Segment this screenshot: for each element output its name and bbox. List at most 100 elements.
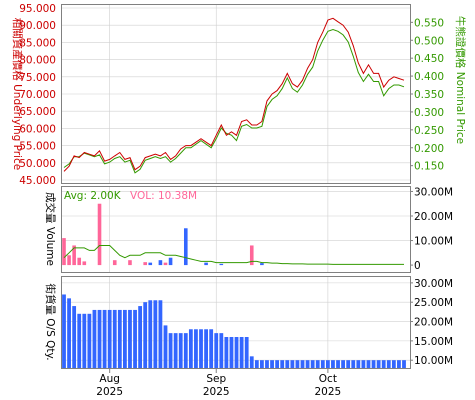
underlying-tick-label: 50.000	[19, 158, 56, 170]
os-qty-bar	[270, 360, 274, 368]
os-qty-bar	[356, 360, 361, 368]
os-qty-bar	[214, 333, 219, 368]
underlying-tick-label: 85.000	[19, 37, 56, 49]
os-qty-bar	[234, 337, 239, 368]
volume-tick-label: 20.00M	[414, 211, 453, 223]
os-qty-bar	[183, 333, 188, 368]
os-qty-bar	[366, 360, 371, 368]
os-qty-bar	[300, 360, 305, 368]
x-year-label: 2025	[96, 386, 123, 398]
os-tick-label: 30.00M	[414, 278, 453, 290]
buy-volume-bar	[82, 261, 87, 266]
os-qty-bar	[402, 360, 406, 368]
os-qty-bar	[386, 360, 391, 368]
sell-volume-bar	[183, 228, 188, 266]
average-volume-line	[63, 245, 404, 265]
nominal-tick-label: 0.350	[414, 89, 444, 101]
os-qty-bar	[290, 360, 295, 368]
underlying-tick-label: 55.000	[19, 141, 56, 153]
volume-avg-legend: Avg: 2.00K	[64, 190, 122, 202]
underlying-tick-label: 80.000	[19, 55, 56, 67]
nominal-price-axis-label: 牛熊證價格 Nominal Price	[454, 16, 467, 144]
os-qty-bar	[92, 309, 97, 368]
buy-volume-bar	[77, 257, 82, 266]
os-qty-bar	[138, 306, 143, 368]
buy-volume-bar	[249, 245, 254, 266]
os-qty-bar	[148, 300, 153, 368]
volume-tick-label: 30.00M	[414, 186, 453, 198]
os-qty-bar	[249, 356, 254, 368]
os-qty-bar	[254, 360, 259, 368]
x-month-label: Aug	[99, 373, 120, 385]
nominal-tick-label: 0.200	[414, 143, 444, 155]
os-qty-bar	[117, 309, 122, 368]
os-qty-bar	[173, 333, 178, 368]
buy-volume-bar	[97, 203, 102, 266]
volume-vol-legend: VOL: 10.38M	[130, 190, 197, 202]
underlying-tick-label: 65.000	[19, 106, 56, 118]
nominal-tick-label: 0.250	[414, 125, 444, 137]
os-qty-bar	[188, 329, 193, 368]
underlying-price-line	[63, 17, 405, 172]
line-series	[63, 17, 405, 265]
underlying-tick-label: 75.000	[19, 72, 56, 84]
os-qty-bar	[97, 309, 102, 368]
nominal-tick-label: 0.300	[414, 107, 444, 119]
os-qty-bar	[72, 306, 77, 368]
buy-volume-bar	[67, 255, 71, 266]
os-tick-label: 25.00M	[414, 297, 453, 309]
x-year-label: 2025	[315, 386, 342, 398]
os-qty-bar	[67, 298, 71, 368]
underlying-tick-label: 90.000	[19, 20, 56, 32]
os-qty-bar	[143, 302, 148, 368]
buy-volume-bar	[62, 238, 66, 266]
os-qty-bar	[285, 360, 290, 368]
volume-axis-label: 成交量 Volume	[44, 192, 57, 266]
underlying-tick-label: 45.000	[19, 175, 56, 187]
underlying-tick-label: 95.000	[19, 3, 56, 15]
os-qty-bar	[199, 329, 203, 368]
sell-volume-bar	[204, 262, 208, 266]
nominal-price-line	[63, 28, 405, 174]
os-qty-bar	[381, 360, 386, 368]
os-qty-bar	[346, 360, 351, 368]
os-qty-bar	[219, 333, 224, 368]
sell-volume-bar	[158, 260, 163, 266]
os-qty-bar	[391, 360, 396, 368]
sell-volume-bar	[260, 263, 264, 266]
buy-volume-bar	[143, 262, 147, 266]
x-year-label: 2025	[203, 386, 230, 398]
os-qty-bar	[239, 337, 244, 368]
volume-tick-label: 0	[414, 260, 421, 272]
os-qty-bar	[224, 337, 229, 368]
os-qty-bar	[168, 333, 173, 368]
os-qty-bar	[112, 309, 117, 368]
nominal-tick-label: 0.400	[414, 71, 444, 83]
os-qty-bar	[87, 313, 92, 368]
sell-volume-bar	[148, 262, 153, 266]
volume-tick-label: 10.00M	[414, 236, 453, 248]
x-month-label: Sep	[206, 373, 226, 385]
os-qty-bar	[133, 309, 137, 368]
os-qty-bar	[244, 337, 249, 368]
underlying-tick-label: 60.000	[19, 123, 56, 135]
os-qty-bar	[341, 360, 346, 368]
os-qty-bar	[371, 360, 376, 368]
os-qty-bar	[82, 313, 87, 368]
os-qty-bar	[107, 309, 112, 368]
os-qty-bar	[122, 309, 127, 368]
os-qty-bar	[397, 360, 401, 368]
os-qty-bar	[275, 360, 280, 368]
nominal-tick-label: 0.450	[414, 53, 444, 65]
nominal-tick-label: 0.150	[414, 161, 444, 173]
buy-volume-bar	[163, 262, 168, 266]
buy-volume-bar	[112, 260, 117, 266]
os-qty-bar	[178, 333, 183, 368]
os-qty-bar	[336, 360, 340, 368]
os-qty-bar	[229, 337, 234, 368]
os-tick-label: 10.00M	[414, 355, 453, 367]
os-qty-bar	[77, 313, 82, 368]
os-qty-bar	[158, 300, 163, 368]
os-qty-bar	[260, 360, 264, 368]
os-tick-label: 20.00M	[414, 317, 453, 329]
